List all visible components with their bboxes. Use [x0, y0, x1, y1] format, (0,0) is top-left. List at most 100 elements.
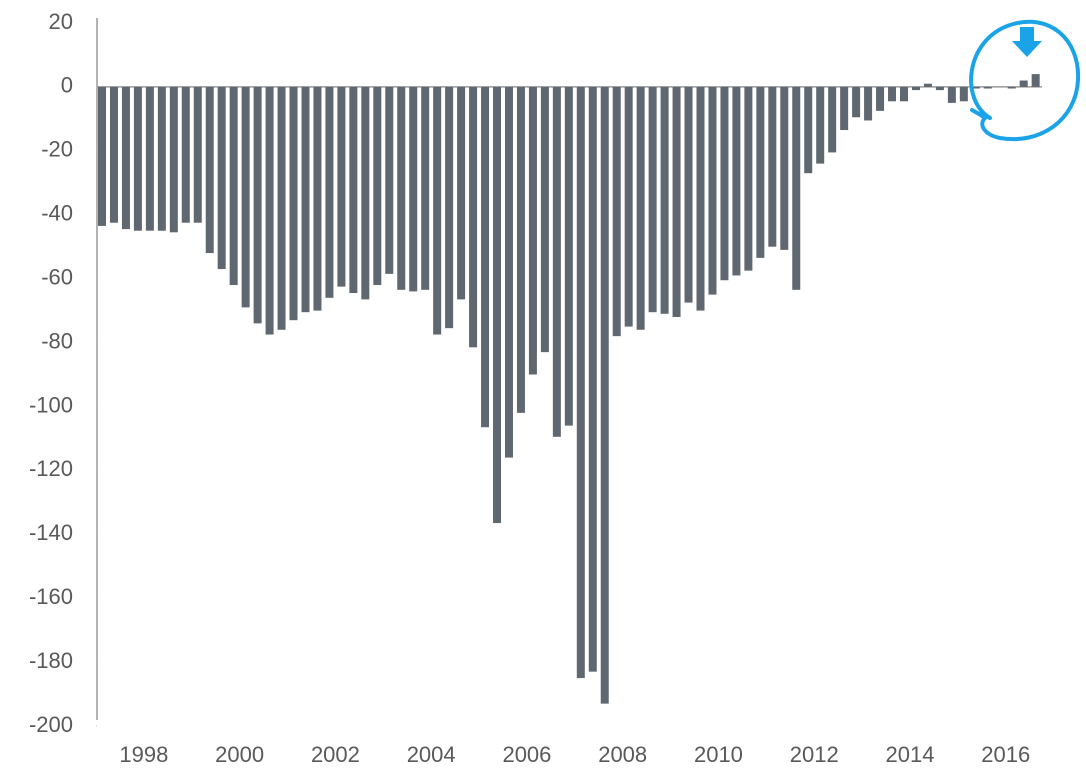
- bar: [528, 86, 537, 375]
- bar: [193, 86, 202, 223]
- bar: [217, 86, 226, 270]
- bar: [911, 86, 920, 91]
- highlight-tail: [970, 108, 987, 120]
- bar: [229, 86, 238, 286]
- y-tick-label: -140: [29, 520, 73, 545]
- bar: [241, 86, 250, 308]
- bar: [888, 86, 897, 102]
- bar: [564, 86, 573, 426]
- bar: [325, 86, 334, 298]
- bar: [648, 86, 657, 313]
- x-tick-label: 2012: [790, 742, 839, 767]
- bar: [828, 86, 837, 153]
- bar: [624, 86, 633, 327]
- bar: [265, 86, 274, 335]
- arrow-icon: [1012, 27, 1042, 57]
- bar: [301, 86, 310, 313]
- y-tick-label: -60: [41, 264, 73, 289]
- bar: [205, 86, 214, 254]
- bar: [720, 86, 729, 281]
- bar: [947, 86, 956, 103]
- bar: [1007, 86, 1016, 89]
- bar: [780, 86, 789, 250]
- bar: [672, 86, 681, 317]
- bar: [576, 86, 585, 679]
- bar: [397, 86, 406, 290]
- bar: [157, 86, 166, 231]
- bar: [277, 86, 286, 330]
- bar: [289, 86, 298, 321]
- bar: [899, 86, 908, 102]
- bar: [600, 86, 609, 704]
- x-tick-label: 2016: [981, 742, 1030, 767]
- bar: [864, 86, 873, 121]
- bar: [768, 86, 777, 247]
- bar: [433, 86, 442, 335]
- bar: [445, 86, 454, 329]
- x-tick-label: 2002: [311, 742, 360, 767]
- bar: [169, 86, 178, 233]
- bar: [959, 86, 968, 102]
- bar: [493, 86, 502, 524]
- bar: [361, 86, 370, 300]
- bar: [876, 86, 885, 111]
- y-tick-label: -100: [29, 392, 73, 417]
- x-tick-label: 2006: [502, 742, 551, 767]
- bar: [349, 86, 358, 294]
- bar: [181, 86, 190, 223]
- bar: [121, 86, 130, 230]
- bar: [696, 86, 705, 311]
- y-tick-label: -40: [41, 201, 73, 226]
- y-tick-label: 20: [49, 9, 73, 34]
- x-tick-label: 2010: [694, 742, 743, 767]
- bar: [983, 86, 992, 89]
- bar: [660, 86, 669, 314]
- bar: [109, 86, 118, 223]
- bar: [540, 86, 549, 353]
- bar: [421, 86, 430, 290]
- bar: [816, 86, 825, 164]
- bar: [409, 86, 418, 292]
- bar: [840, 86, 849, 131]
- bar: [1031, 74, 1040, 87]
- bar: [935, 86, 944, 91]
- bar: [313, 86, 322, 311]
- bar: [253, 86, 262, 324]
- bar: [516, 86, 525, 413]
- bar: [636, 86, 645, 330]
- y-tick-label: -120: [29, 456, 73, 481]
- bar: [971, 86, 980, 89]
- bar: [469, 86, 478, 348]
- bar: [744, 86, 753, 271]
- bar: [337, 86, 346, 287]
- bar: [133, 86, 142, 231]
- y-tick-label: -80: [41, 328, 73, 353]
- bar: [457, 86, 466, 300]
- bar: [923, 83, 932, 87]
- x-tick-label: 2000: [215, 742, 264, 767]
- annotation: [969, 19, 1081, 142]
- x-tick-label: 2008: [598, 742, 647, 767]
- bar: [588, 86, 597, 672]
- bar: [552, 86, 561, 437]
- y-tick-label: 0: [61, 73, 73, 98]
- y-tick-label: -160: [29, 584, 73, 609]
- bar: [792, 86, 801, 290]
- y-tick-label: -200: [29, 712, 73, 737]
- x-tick-label: 1998: [119, 742, 168, 767]
- bar: [373, 86, 382, 286]
- bar: [145, 86, 154, 231]
- bar: [684, 86, 693, 303]
- x-tick-label: 2004: [407, 742, 456, 767]
- y-tick-label: -180: [29, 648, 73, 673]
- bar: [732, 86, 741, 276]
- bar: [708, 86, 717, 295]
- bar: [612, 86, 621, 337]
- bar: [481, 86, 490, 428]
- bar: [98, 86, 106, 226]
- y-tick-label: -20: [41, 137, 73, 162]
- highlight-circle: [969, 19, 1081, 142]
- bar: [504, 86, 513, 458]
- x-tick-label: 2014: [885, 742, 934, 767]
